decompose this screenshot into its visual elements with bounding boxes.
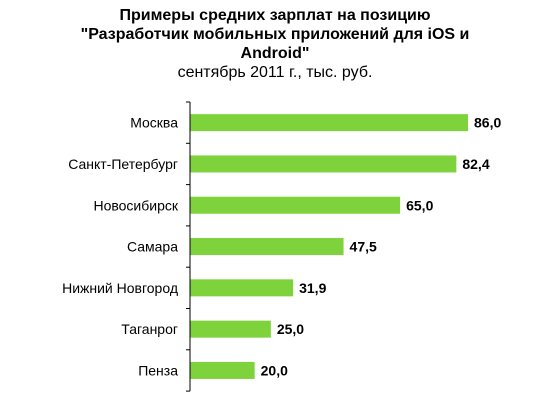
category-label: Новосибирск xyxy=(93,197,178,213)
value-label: 31,9 xyxy=(299,280,326,296)
bar xyxy=(190,114,468,132)
category-label: Таганрог xyxy=(121,321,178,337)
bar xyxy=(190,238,344,256)
chart-title-line-3: Android" xyxy=(240,45,310,62)
value-label: 47,5 xyxy=(350,239,377,255)
category-label: Москва xyxy=(130,115,178,131)
category-label: Самара xyxy=(127,239,178,255)
bar xyxy=(190,361,255,379)
bar xyxy=(190,320,271,338)
category-label: Санкт-Петербург xyxy=(68,156,178,172)
bar xyxy=(190,155,457,173)
category-label: Пенза xyxy=(138,362,178,378)
value-label: 65,0 xyxy=(406,197,433,213)
chart-title-block: Примеры средних зарплат на позицию "Разр… xyxy=(0,6,550,83)
value-label: 86,0 xyxy=(474,115,501,131)
chart-title-line-1: Примеры средних зарплат на позицию xyxy=(119,7,431,24)
bar xyxy=(190,279,294,297)
value-label: 20,0 xyxy=(261,362,288,378)
value-label: 25,0 xyxy=(277,321,304,337)
chart-title-line-2: "Разработчик мобильных приложений для iO… xyxy=(80,26,470,43)
bar xyxy=(190,196,401,214)
value-label: 82,4 xyxy=(462,156,489,172)
chart-subtitle: сентябрь 2011 г., тыс. руб. xyxy=(177,64,373,81)
bars-group: Москва 86,0 Санкт-Петербург 82,4 Новосибирск… xyxy=(62,101,501,392)
category-label: Нижний Новгород xyxy=(62,280,178,296)
